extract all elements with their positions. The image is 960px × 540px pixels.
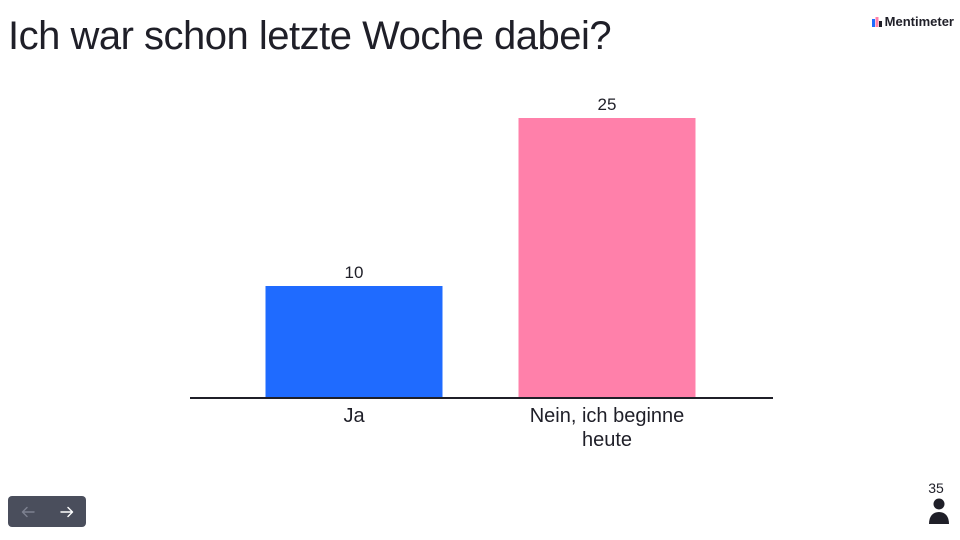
arrow-right-icon: [59, 506, 73, 517]
next-slide-button[interactable]: [52, 500, 82, 524]
category-label: heute: [582, 429, 632, 451]
previous-slide-button[interactable]: [13, 500, 43, 524]
response-count: 35: [928, 480, 944, 496]
brand-name: Mentimeter: [884, 14, 954, 29]
bar-value-label: 25: [598, 95, 617, 114]
bar-value-label: 10: [345, 263, 364, 282]
bar-nein: [518, 118, 696, 398]
category-label: Nein, ich beginne: [530, 405, 685, 427]
brand-logo: Mentimeter: [871, 14, 954, 29]
slide-title: Ich war schon letzte Woche dabei?: [8, 14, 612, 58]
person-icon: [929, 498, 949, 524]
bar-ja: [265, 286, 443, 398]
slide-navigation: [8, 496, 86, 527]
arrow-left-icon: [21, 506, 35, 517]
mentimeter-logo-icon: [871, 16, 882, 27]
category-label: Ja: [343, 405, 365, 427]
